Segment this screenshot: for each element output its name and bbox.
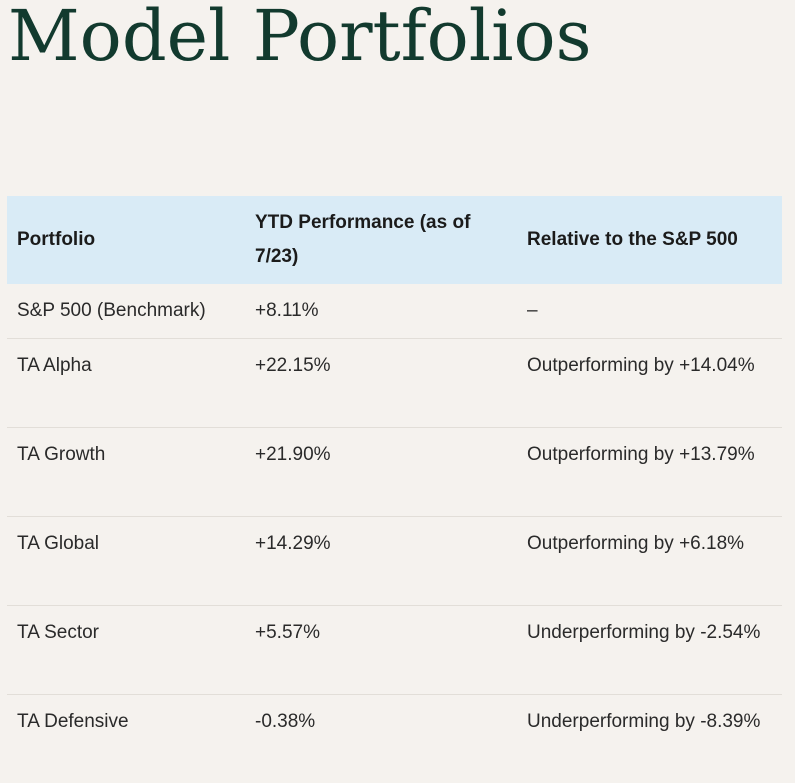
header-portfolio: Portfolio — [17, 229, 96, 250]
model-portfolios-table: Portfolio YTD Performance (as of 7/23) R… — [7, 196, 782, 783]
relative-cell: Outperforming by +13.79% — [517, 426, 782, 516]
portfolio-cell: TA Global — [7, 515, 245, 605]
table-row: TA Defensive -0.38% Underperforming by -… — [7, 693, 782, 783]
relative-cell: Outperforming by +14.04% — [517, 337, 782, 427]
portfolio-cell: TA Alpha — [7, 337, 245, 427]
ytd-cell: +14.29% — [245, 515, 517, 605]
portfolio-cell: S&P 500 (Benchmark) — [17, 300, 206, 321]
table-row: TA Global +14.29% Outperforming by +6.18… — [7, 515, 782, 605]
ytd-cell: +5.57% — [245, 604, 517, 694]
table-row: TA Growth +21.90% Outperforming by +13.7… — [7, 426, 782, 516]
header-relative-to-sp500: Relative to the S&P 500 — [527, 229, 738, 250]
table-row: TA Alpha +22.15% Outperforming by +14.04… — [7, 337, 782, 427]
table-header-row: Portfolio YTD Performance (as of 7/23) R… — [7, 196, 782, 284]
table-row: S&P 500 (Benchmark) +8.11% – — [7, 284, 782, 338]
table-row: TA Sector +5.57% Underperforming by -2.5… — [7, 604, 782, 694]
relative-cell: Outperforming by +6.18% — [517, 515, 782, 605]
ytd-cell: +21.90% — [245, 426, 517, 516]
header-ytd-performance: YTD Performance (as of 7/23) — [255, 212, 471, 267]
portfolio-cell: TA Sector — [7, 604, 245, 694]
relative-cell: – — [527, 300, 538, 321]
portfolio-cell: TA Defensive — [7, 693, 245, 783]
ytd-cell: +22.15% — [245, 337, 517, 427]
portfolio-cell: TA Growth — [7, 426, 245, 516]
relative-cell: Underperforming by -2.54% — [517, 604, 782, 694]
relative-cell: Underperforming by -8.39% — [517, 693, 782, 783]
ytd-cell: -0.38% — [245, 693, 517, 783]
ytd-cell: +8.11% — [255, 300, 319, 321]
page-title: Model Portfolios — [8, 0, 592, 77]
